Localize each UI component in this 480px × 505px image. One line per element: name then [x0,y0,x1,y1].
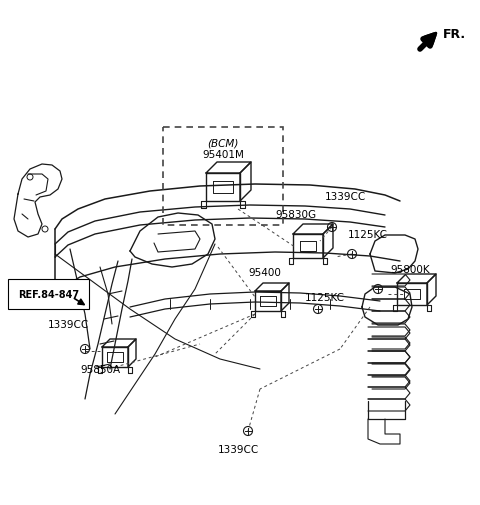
Text: 1339CC: 1339CC [217,444,259,454]
Text: 95400: 95400 [248,268,281,277]
Text: 1125KC: 1125KC [305,292,345,302]
Text: FR.: FR. [443,28,466,41]
Text: 1339CC: 1339CC [325,191,366,201]
Text: 1339CC: 1339CC [48,319,89,329]
Text: 1125KC: 1125KC [348,230,388,239]
Text: 95850A: 95850A [80,364,120,374]
Text: 95830G: 95830G [275,210,316,220]
Text: REF.84-847: REF.84-847 [18,289,79,299]
Bar [163,128,283,226]
Text: (BCM): (BCM) [207,138,239,147]
Text: 95401M: 95401M [202,149,244,160]
Text: 95800K: 95800K [390,265,430,274]
